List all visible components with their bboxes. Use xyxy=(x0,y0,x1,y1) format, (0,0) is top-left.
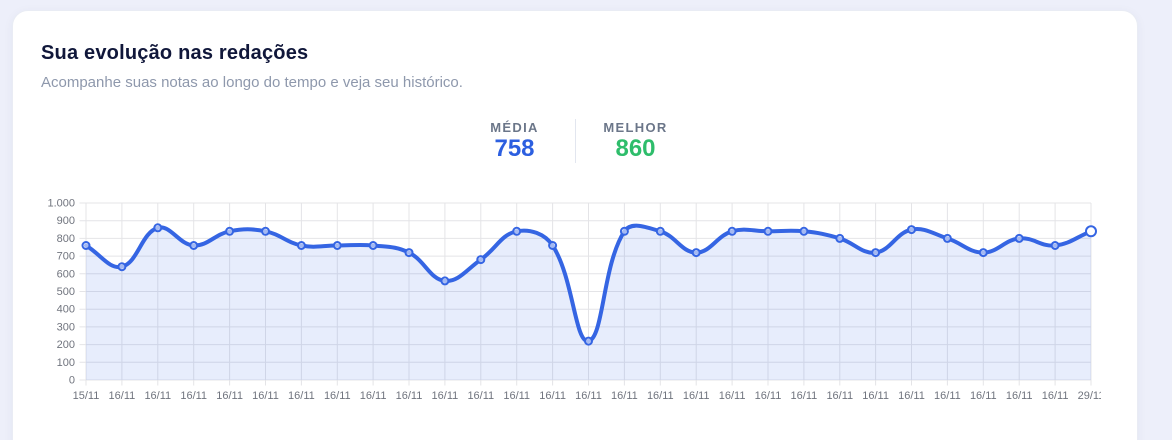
svg-text:16/11: 16/11 xyxy=(791,390,818,402)
data-point[interactable] xyxy=(1050,241,1060,250)
data-point[interactable] xyxy=(655,226,665,236)
stat-melhor: MELHOR 860 xyxy=(600,120,672,162)
data-point[interactable] xyxy=(261,226,270,236)
data-point[interactable] xyxy=(978,248,988,258)
svg-text:16/11: 16/11 xyxy=(180,390,207,402)
stat-media-label: MÉDIA xyxy=(490,120,539,135)
stats-row: MÉDIA 758 MELHOR 860 xyxy=(13,119,1137,163)
svg-text:16/11: 16/11 xyxy=(611,390,638,402)
svg-text:700: 700 xyxy=(57,251,75,263)
svg-text:16/11: 16/11 xyxy=(719,390,746,402)
data-point[interactable] xyxy=(153,223,163,233)
svg-text:16/11: 16/11 xyxy=(216,390,243,402)
svg-text:100: 100 xyxy=(57,357,75,369)
svg-text:16/11: 16/11 xyxy=(360,390,387,402)
data-point[interactable] xyxy=(81,241,91,250)
data-point[interactable] xyxy=(619,226,629,236)
data-point[interactable] xyxy=(117,262,127,272)
svg-text:0: 0 xyxy=(69,375,75,387)
data-point[interactable] xyxy=(512,226,522,236)
svg-text:15/11: 15/11 xyxy=(73,390,100,402)
data-point[interactable] xyxy=(584,336,593,346)
card-subtitle: Acompanhe suas notas ao longo do tempo e… xyxy=(41,74,463,91)
data-point[interactable] xyxy=(799,226,809,236)
card-title: Sua evolução nas redações xyxy=(41,42,309,64)
svg-text:16/11: 16/11 xyxy=(647,390,674,402)
svg-text:300: 300 xyxy=(57,321,75,333)
svg-text:16/11: 16/11 xyxy=(396,390,423,402)
data-point[interactable] xyxy=(296,241,306,250)
svg-text:16/11: 16/11 xyxy=(467,390,494,402)
svg-text:900: 900 xyxy=(57,215,75,227)
data-point[interactable] xyxy=(404,248,414,258)
svg-text:16/11: 16/11 xyxy=(898,390,925,402)
stats-divider xyxy=(574,119,576,163)
svg-text:16/11: 16/11 xyxy=(683,390,710,402)
svg-text:16/11: 16/11 xyxy=(503,390,530,402)
svg-text:16/11: 16/11 xyxy=(934,390,961,402)
svg-text:16/11: 16/11 xyxy=(1006,390,1033,402)
stat-media: MÉDIA 758 xyxy=(479,120,551,162)
data-point[interactable] xyxy=(368,241,378,250)
svg-text:16/11: 16/11 xyxy=(862,390,889,402)
svg-text:500: 500 xyxy=(57,286,75,298)
data-point[interactable] xyxy=(189,241,199,250)
data-point[interactable] xyxy=(871,248,881,258)
svg-text:16/11: 16/11 xyxy=(575,390,602,402)
area-fill xyxy=(86,225,1091,380)
svg-text:16/11: 16/11 xyxy=(970,390,997,402)
svg-text:16/11: 16/11 xyxy=(755,390,782,402)
svg-text:800: 800 xyxy=(57,233,75,245)
data-point[interactable] xyxy=(942,233,952,243)
svg-text:200: 200 xyxy=(57,339,75,351)
svg-text:16/11: 16/11 xyxy=(826,390,853,402)
svg-text:16/11: 16/11 xyxy=(109,390,136,402)
svg-text:16/11: 16/11 xyxy=(252,390,279,402)
evolution-card: Sua evolução nas redações Acompanhe suas… xyxy=(12,10,1138,440)
data-point[interactable] xyxy=(1085,225,1097,238)
svg-text:16/11: 16/11 xyxy=(432,390,459,402)
evolution-chart[interactable]: 0 100 200 300 400 500 600 700 800 900 1.000 15/11 16… xyxy=(41,192,1104,422)
data-point[interactable] xyxy=(476,255,486,265)
data-point[interactable] xyxy=(727,226,737,236)
svg-text:16/11: 16/11 xyxy=(144,390,171,402)
svg-text:16/11: 16/11 xyxy=(288,390,315,402)
data-point[interactable] xyxy=(440,276,450,286)
data-point[interactable] xyxy=(907,225,916,235)
svg-text:16/11: 16/11 xyxy=(539,390,566,402)
svg-text:1.000: 1.000 xyxy=(47,198,75,210)
svg-text:29/11: 29/11 xyxy=(1078,390,1101,402)
svg-text:600: 600 xyxy=(57,268,75,280)
line-chart[interactable]: 0 100 200 300 400 500 600 700 800 900 1.000 15/11 16… xyxy=(41,192,1104,422)
data-point[interactable] xyxy=(763,226,773,236)
stat-melhor-label: MELHOR xyxy=(603,120,668,135)
data-point[interactable] xyxy=(691,248,701,258)
data-point[interactable] xyxy=(835,233,845,243)
svg-text:16/11: 16/11 xyxy=(324,390,351,402)
svg-text:16/11: 16/11 xyxy=(1042,390,1069,402)
stat-melhor-value: 860 xyxy=(615,135,656,162)
svg-text:400: 400 xyxy=(57,304,75,316)
data-point[interactable] xyxy=(1014,233,1024,243)
data-point[interactable] xyxy=(225,226,235,236)
data-point[interactable] xyxy=(548,241,558,250)
data-point[interactable] xyxy=(332,241,342,250)
stat-media-value: 758 xyxy=(494,135,535,162)
